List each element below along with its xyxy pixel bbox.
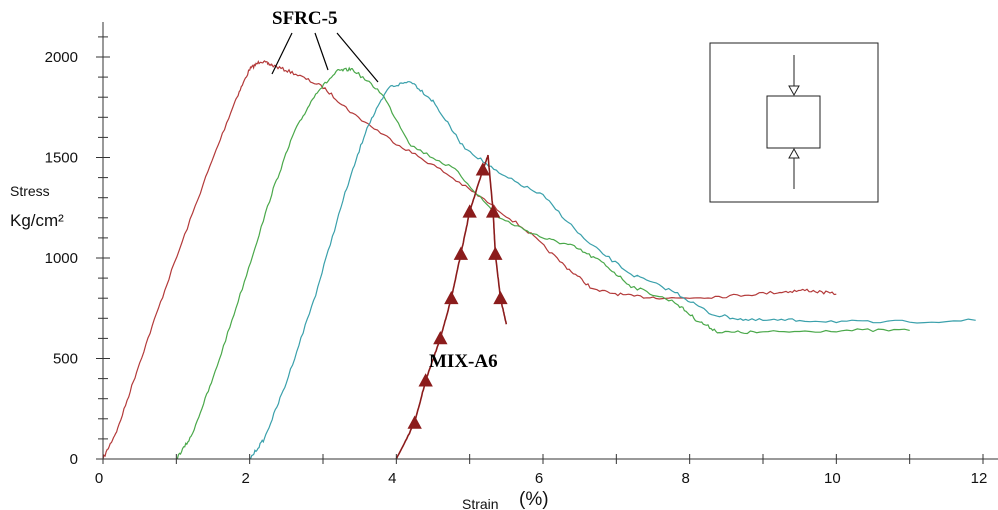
data-point-triangle xyxy=(462,204,477,218)
bottom-load-arrow-icon xyxy=(788,147,800,159)
annotation-sfrc-5-leaders xyxy=(271,32,379,83)
series-line xyxy=(176,66,910,460)
leader-line xyxy=(336,32,379,83)
top-load-arrow-icon xyxy=(788,85,800,97)
data-point-triangle xyxy=(444,290,459,305)
leader-line xyxy=(314,32,329,71)
x-tick-label: 12 xyxy=(971,470,988,487)
y-axis-title: Stress xyxy=(10,183,50,199)
data-point-triangle xyxy=(488,246,503,260)
y-axis-unit: Kg/cm² xyxy=(10,211,64,230)
annotation-mix-a6: MIX-A6 xyxy=(429,351,498,372)
y-tick-label: 0 xyxy=(70,451,78,468)
y-tick-label: 500 xyxy=(53,351,78,368)
data-point-triangle xyxy=(407,415,422,429)
x-axis-title: Strain xyxy=(462,496,499,510)
annotation-sfrc-5: SFRC-5 xyxy=(272,8,337,29)
x-tick-label: 0 xyxy=(95,470,103,487)
tick-layer: 0 500 1000 1500 2000 0 2 4 6 8 10 12 xyxy=(45,36,988,487)
marker-layer xyxy=(407,162,508,429)
data-point-triangle xyxy=(485,204,501,218)
y-tick-label: 2000 xyxy=(45,49,78,66)
x-tick-label: 8 xyxy=(681,470,689,487)
y-tick-label: 1000 xyxy=(45,250,78,267)
data-point-triangle xyxy=(453,246,469,260)
x-tick-label: 4 xyxy=(388,470,396,487)
x-axis-unit: (%) xyxy=(519,489,549,510)
x-tick-label: 2 xyxy=(241,470,249,487)
data-point-triangle xyxy=(493,290,508,305)
series-line xyxy=(249,81,976,460)
series-line xyxy=(395,154,508,460)
specimen-block xyxy=(766,95,821,149)
leader-line xyxy=(271,32,293,75)
loading-diagram-inset xyxy=(709,42,879,203)
x-tick-label: 10 xyxy=(824,470,841,487)
data-point-triangle xyxy=(433,331,448,345)
data-point-triangle xyxy=(475,162,491,176)
data-point-triangle xyxy=(418,373,433,387)
axes-layer xyxy=(102,22,998,460)
y-tick-label: 1500 xyxy=(45,150,78,167)
x-tick-label: 6 xyxy=(535,470,543,487)
